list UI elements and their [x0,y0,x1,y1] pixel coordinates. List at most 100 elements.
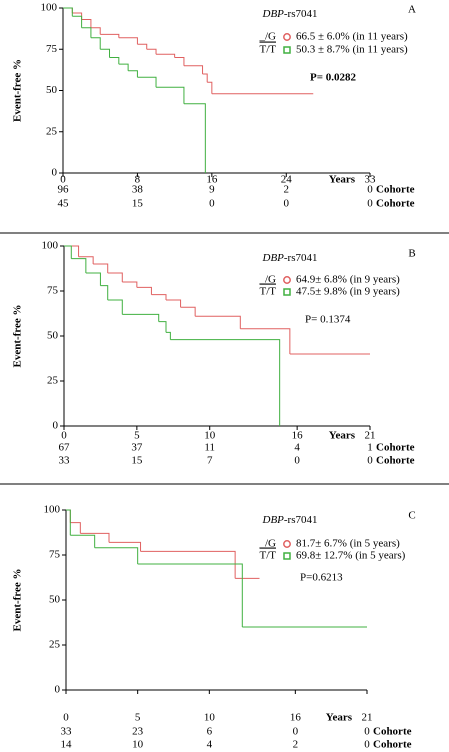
survival-step [207,81,213,94]
x-tick-label: 8 [135,174,141,186]
y-tick-label: 75 [47,285,59,297]
at-risk-count: 0 [293,726,299,738]
legend-name: T/T [260,44,277,56]
legend-marker [283,540,291,548]
title-snp: -rs7041 [284,252,318,264]
x-tick-label: 21 [365,430,376,442]
at-risk-count: 0 [364,739,370,751]
x-tick-label: 0 [60,174,66,186]
at-risk-count: 10 [132,739,144,751]
x-axis-label: Years [329,430,356,442]
at-risk-count: 0 [294,455,300,467]
y-tick-label: 75 [46,43,58,55]
survival-step [128,70,138,78]
p-value: P= 0.0282 [310,72,356,84]
at-risk-count: 4 [207,739,213,751]
survival-step [64,245,72,259]
p-value: P=0.6213 [300,572,343,584]
y-axis-label: Event-free % [12,59,24,122]
survival-step [137,76,157,88]
survival-step [66,509,71,536]
at-risk-count: 15 [131,455,143,467]
at-risk-count: 7 [207,455,213,467]
survival-step [202,73,208,83]
survival-step [81,19,92,28]
survival-step [85,272,101,286]
y-tick-label: 50 [47,330,59,342]
survival-step [140,550,236,579]
x-tick-label: 16 [290,712,302,724]
legend-marker [283,552,291,560]
y-tick-label: 25 [47,375,59,387]
legend-estimate: 69.8± 12.7% (in 5 years) [296,550,406,562]
survival-step [156,53,176,58]
x-axis-label: Years [326,712,353,724]
survival-step [81,27,92,38]
survival-step [78,256,94,264]
survival-step [100,33,120,38]
y-tick-label: 0 [52,167,58,179]
at-risk-label: Cohorte [376,455,415,467]
p-value: P= 0.1374 [305,314,351,326]
x-tick-label: 24 [281,174,293,186]
x-tick-label: 5 [134,430,140,442]
survival-step [240,328,291,354]
chart-title: DBP-rs7041 [262,252,318,264]
survival-step [93,263,109,273]
x-tick-label: 21 [362,712,373,724]
survival-step [90,37,101,50]
survival-step [156,86,185,104]
survival-step [122,281,138,288]
at-risk-count: 0 [209,198,215,210]
at-risk-count: 11 [204,442,215,454]
survival-step [170,339,281,426]
at-risk-count: 0 [367,184,373,196]
x-tick-label: 33 [365,174,377,186]
survival-step [137,563,243,627]
survival-step [109,57,120,65]
survival-step [122,313,160,322]
panel-letter: B [408,248,415,260]
y-tick-label: 50 [49,594,61,606]
at-risk-count: 0 [284,198,290,210]
at-risk-count: 45 [58,198,70,210]
legend-estimate: 47.5± 9.8% (in 9 years) [296,286,400,298]
x-axis-label: Years [329,174,356,186]
legend-estimate: 50.3 ± 8.7% (in 11 years) [296,44,408,56]
survival-step [136,286,152,295]
y-axis-label: Event-free % [12,304,24,367]
chart-title: DBP-rs7041 [262,514,318,526]
at-risk-count: 38 [132,184,144,196]
survival-step [146,48,157,55]
survival-step [63,7,73,17]
survival-step [80,532,110,543]
survival-step [94,547,139,564]
y-tick-label: 0 [53,420,59,432]
survival-step [137,43,148,50]
chart-title: DBP-rs7041 [262,8,318,20]
at-risk-count: 0 [364,726,370,738]
at-risk-count: 33 [61,726,73,738]
x-tick-label: 0 [61,430,67,442]
legend-name: _/G [259,31,277,43]
survival-step [71,258,87,273]
at-risk-count: 15 [132,198,144,210]
y-tick-label: 75 [49,549,61,561]
at-risk-label: Cohorte [373,739,412,751]
x-tick-label: 0 [63,712,69,724]
y-tick-label: 0 [55,684,61,696]
legend-name: _/G [259,538,277,550]
title-gene: DBP [262,514,285,526]
panel-letter: A [408,4,416,16]
at-risk-count: 9 [209,184,215,196]
y-tick-label: 100 [41,2,58,14]
at-risk-count: 1 [367,442,373,454]
survival-step [174,57,185,66]
survival-step [151,294,167,300]
legend-name: T/T [260,550,277,562]
at-risk-count: 0 [367,455,373,467]
at-risk-label: Cohorte [373,726,412,738]
at-risk-label: Cohorte [376,198,415,210]
survival-step [107,299,123,315]
